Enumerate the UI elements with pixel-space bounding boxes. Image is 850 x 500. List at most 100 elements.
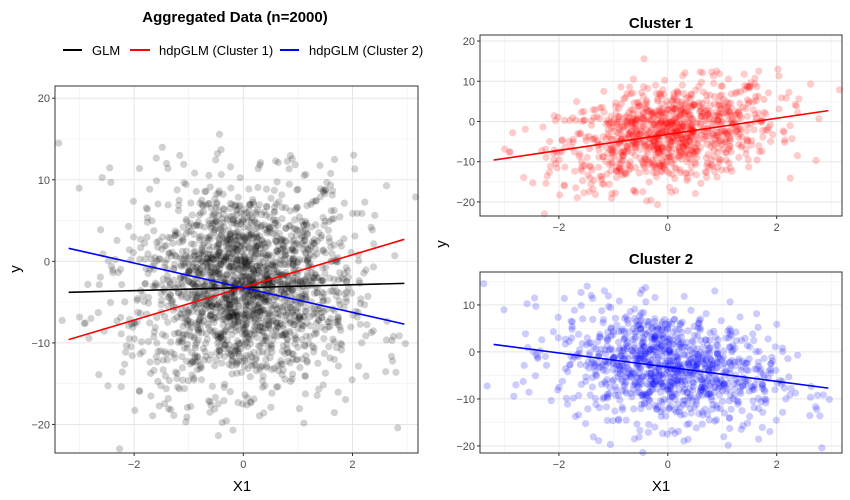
data-point: [223, 275, 231, 284]
data-point: [227, 293, 235, 301]
data-point: [596, 104, 604, 112]
data-point: [569, 394, 577, 402]
data-point: [270, 216, 278, 224]
data-point: [259, 348, 267, 356]
data-point: [581, 162, 589, 170]
data-point: [215, 240, 223, 248]
data-point: [640, 335, 648, 343]
data-point: [227, 326, 235, 334]
data-point: [238, 260, 246, 268]
data-point: [622, 117, 630, 125]
data-point: [164, 233, 173, 241]
data-point: [764, 126, 772, 134]
data-point: [669, 98, 677, 106]
data-point: [213, 313, 221, 321]
data-point: [719, 361, 727, 369]
data-point: [636, 130, 644, 138]
data-point: [759, 382, 767, 390]
data-point: [580, 116, 589, 124]
data-point: [252, 354, 260, 362]
data-point: [589, 294, 597, 302]
data-point: [219, 321, 227, 329]
data-point: [708, 137, 716, 145]
data-point: [184, 254, 192, 262]
data-point: [608, 147, 616, 155]
data-point: [238, 310, 246, 318]
plot-background: [480, 35, 842, 216]
data-point: [257, 249, 265, 257]
data-point: [597, 380, 606, 388]
data-point: [754, 323, 762, 331]
points: [480, 280, 833, 456]
data-point: [577, 108, 586, 116]
data-point: [665, 318, 673, 326]
data-point: [336, 323, 344, 331]
data-point: [253, 242, 261, 251]
data-point: [680, 373, 688, 381]
data-point: [135, 387, 143, 395]
data-point: [715, 384, 723, 392]
data-point: [560, 181, 568, 189]
data-point: [605, 180, 613, 188]
data-point: [227, 260, 235, 268]
data-point: [667, 120, 675, 128]
data-point: [122, 348, 130, 356]
data-point: [319, 213, 327, 221]
data-point: [262, 267, 270, 275]
data-point: [249, 295, 257, 303]
data-point: [312, 197, 320, 205]
data-point: [725, 414, 734, 422]
data-point: [679, 143, 687, 151]
data-point: [743, 135, 751, 143]
data-point: [239, 288, 247, 296]
data-point: [744, 377, 752, 385]
data-point: [703, 140, 711, 148]
data-point: [207, 401, 215, 409]
data-point: [280, 297, 288, 305]
data-point: [585, 188, 593, 196]
data-point: [630, 348, 638, 356]
data-point: [659, 151, 667, 159]
data-point: [735, 109, 743, 117]
data-point: [744, 137, 752, 145]
data-point: [616, 167, 625, 175]
data-point: [207, 263, 215, 271]
data-point: [281, 329, 289, 337]
data-point: [674, 400, 682, 409]
data-point: [232, 312, 240, 321]
data-point: [632, 131, 640, 139]
data-point: [578, 340, 587, 348]
data-point: [681, 100, 690, 109]
data-point: [250, 395, 258, 403]
data-point: [693, 147, 701, 155]
data-point: [760, 354, 768, 363]
data-point: [239, 216, 247, 224]
data-point: [680, 105, 688, 113]
data-point: [165, 249, 173, 257]
data-point: [712, 416, 721, 424]
data-point: [543, 172, 551, 180]
data-point: [713, 347, 721, 355]
data-point: [198, 201, 207, 209]
data-point: [681, 111, 689, 119]
data-point: [356, 299, 364, 308]
data-point: [183, 311, 191, 319]
data-point: [641, 155, 649, 163]
data-point: [319, 277, 327, 285]
data-point: [651, 401, 660, 409]
data-point: [551, 117, 560, 125]
data-point: [673, 377, 682, 385]
data-point: [638, 380, 646, 388]
data-point: [205, 233, 213, 242]
data-point: [694, 352, 702, 360]
data-point: [179, 322, 187, 331]
data-point: [183, 403, 191, 412]
data-point: [114, 268, 122, 277]
data-point: [250, 266, 258, 274]
data-point: [214, 330, 222, 339]
data-point: [255, 412, 264, 420]
data-point: [603, 336, 611, 344]
data-point: [290, 236, 298, 244]
data-point: [192, 358, 200, 366]
data-point: [609, 119, 617, 127]
